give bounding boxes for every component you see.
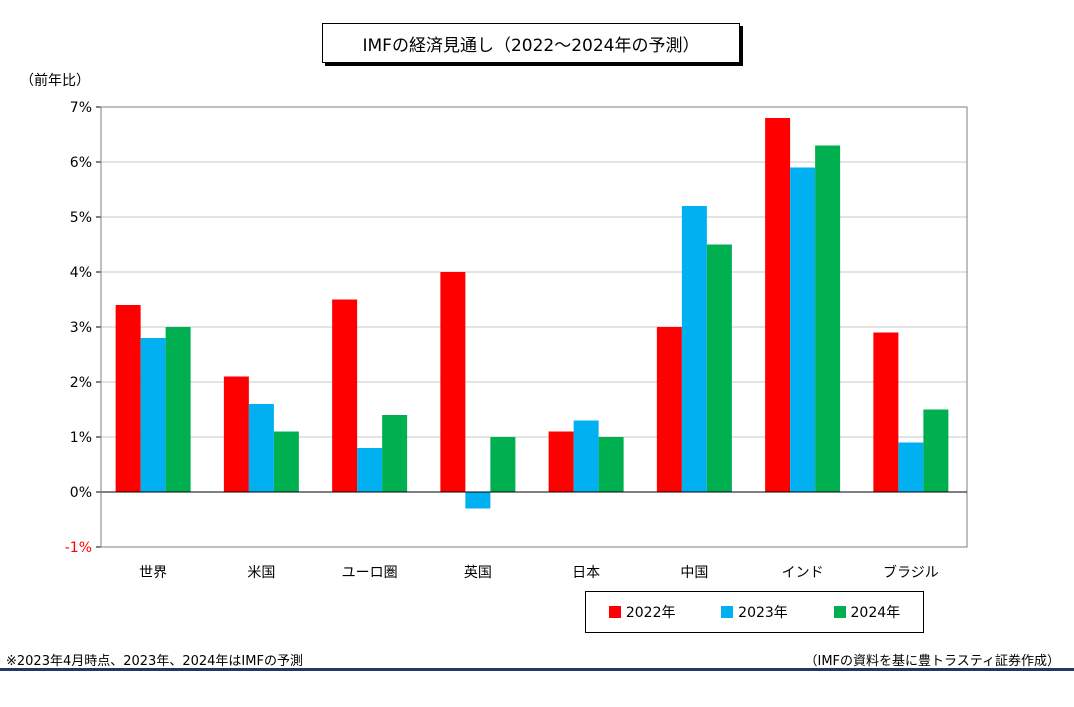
legend: 2022年 2023年 2024年 [585,591,924,633]
x-tick-label: ブラジル [883,564,939,581]
bar [573,420,599,492]
y-tick-label: 5% [70,210,92,226]
legend-label: 2024年 [850,605,901,621]
x-tick-label: 英国 [464,564,492,581]
y-axis-label: （前年比） [20,73,90,89]
legend-label: 2023年 [738,605,788,621]
legend-item: 2023年 [721,602,788,622]
x-tick-label: インド [782,565,824,581]
legend-swatch [608,606,621,618]
x-tick-label: ユーロ圏 [342,565,398,581]
bottom-divider [0,668,1074,671]
bar [140,338,166,492]
y-tick-label: -1% [65,540,92,556]
y-tick-label: 0% [70,485,92,501]
x-tick-label: 中国 [680,565,708,581]
bar [548,431,574,492]
y-tick-label: 3% [70,320,92,336]
source-note: （IMFの資料を基に豊トラスティ証券作成） [804,654,1061,669]
bar [923,409,949,492]
bar [332,299,358,492]
bar [598,437,624,492]
y-tick-label: 2% [70,375,92,391]
bar [115,305,141,492]
bar [873,332,899,492]
bar [790,167,816,492]
y-tick-label: 1% [70,430,92,446]
bar-chart: -1% 0% 1% 2% 3% 4% 5% 6% 7% 世界 米国 ユーロ圏 英国 日本 中国 インド ブラジル [65,100,968,581]
legend-item: 2022年 [608,602,676,622]
y-tick-label: 6% [70,155,92,171]
bar [706,244,732,492]
bar [165,327,191,492]
legend-swatch [833,606,846,618]
y-tick-label: 7% [70,100,92,116]
bar [248,404,274,492]
chart-title: IMFの経済見通し（2022～2024年の予測） [322,23,740,63]
bar [765,118,791,492]
x-tick-label: 米国 [247,565,275,581]
bar [357,448,383,492]
bar [223,376,249,492]
bar [382,415,408,492]
x-tick-label: 世界 [139,565,167,581]
footnote: ※2023年4月時点、2023年、2024年はIMFの予測 [6,654,303,669]
x-tick-label: 日本 [572,565,600,581]
bar [898,442,924,492]
bar [273,431,299,492]
bar [465,492,491,509]
y-tick-label: 4% [70,265,92,281]
legend-item: 2024年 [833,602,901,622]
bar [815,145,841,492]
legend-label: 2022年 [625,605,676,621]
bar [490,437,516,492]
bar [656,327,682,492]
bar [440,272,466,492]
legend-swatch [721,606,734,618]
bar [681,206,707,492]
